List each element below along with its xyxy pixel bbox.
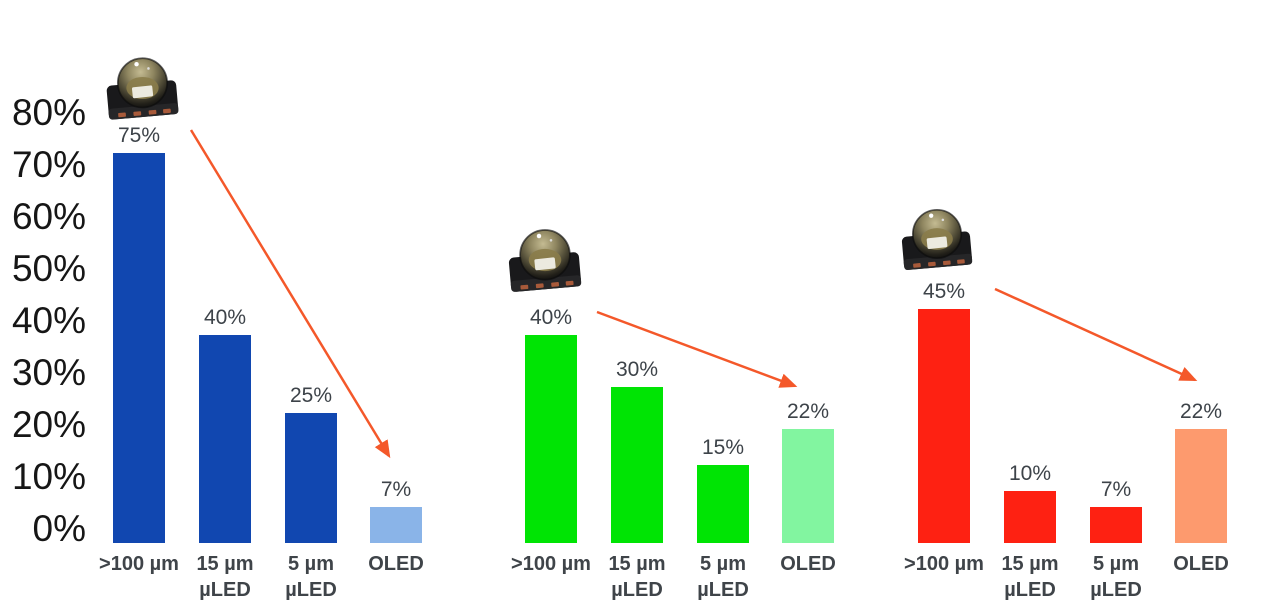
x-category-label: 5 µm µLED	[1057, 551, 1175, 603]
led-package-photo-icon	[507, 229, 583, 293]
bar-value-label: 15%	[701, 436, 745, 459]
bar-green-15um	[611, 387, 663, 543]
bar-green-5um	[697, 465, 749, 543]
bar-value-label: 7%	[1100, 478, 1132, 501]
bar-value-label: 22%	[786, 400, 830, 423]
y-tick-label: 40%	[11, 300, 86, 341]
bar-value-label: 40%	[203, 306, 247, 329]
x-category-label: >100 µm	[885, 551, 1003, 577]
x-category-label: OLED	[337, 551, 455, 577]
x-label-line: µLED	[199, 579, 251, 601]
x-label-line: µLED	[611, 579, 663, 601]
bar-value-label: 75%	[117, 124, 161, 147]
bar-blue-15um	[199, 335, 251, 543]
bar-blue-5um	[285, 413, 337, 543]
bar-value-label: 10%	[1008, 462, 1052, 485]
x-category-label: 5 µm µLED	[252, 551, 370, 603]
x-label-line: OLED	[1173, 553, 1229, 575]
x-label-line: 15 µm	[196, 553, 254, 575]
bar-blue-oled	[370, 507, 422, 543]
y-tick-label: 60%	[11, 196, 86, 237]
led-package-photo-icon	[105, 57, 180, 121]
trend-arrow-red	[994, 287, 1198, 382]
y-tick-label: 80%	[11, 92, 86, 133]
x-label-line: µLED	[1004, 579, 1056, 601]
x-category-label: OLED	[749, 551, 867, 577]
bar-value-label: 22%	[1179, 400, 1223, 423]
x-label-line: >100 µm	[511, 553, 591, 575]
x-category-label: >100 µm	[492, 551, 610, 577]
bar-value-label: 30%	[615, 358, 659, 381]
y-tick-label: 50%	[11, 248, 86, 289]
y-tick-label: 70%	[11, 144, 86, 185]
bar-red-5um	[1090, 507, 1142, 543]
y-tick-label: 10%	[11, 456, 86, 497]
x-label-line: µLED	[1090, 579, 1142, 601]
bar-red-oled	[1175, 429, 1227, 543]
x-category-label: 15 µm µLED	[166, 551, 284, 603]
y-tick-label: 30%	[11, 352, 86, 393]
x-category-label: 15 µm µLED	[578, 551, 696, 603]
x-label-line: >100 µm	[904, 553, 984, 575]
x-label-line: 5 µm	[1093, 553, 1139, 575]
led-package-photo-icon	[900, 208, 974, 272]
bar-value-label: 40%	[529, 306, 573, 329]
bar-value-label: 45%	[922, 280, 966, 303]
y-tick-label: 20%	[11, 404, 86, 445]
x-category-label: 15 µm µLED	[971, 551, 1089, 603]
x-category-label: >100 µm	[80, 551, 198, 577]
bar-red-100um	[918, 309, 970, 543]
x-category-label: 5 µm µLED	[664, 551, 782, 603]
x-label-line: µLED	[697, 579, 749, 601]
x-label-line: >100 µm	[99, 553, 179, 575]
x-label-line: OLED	[780, 553, 836, 575]
x-label-line: µLED	[285, 579, 337, 601]
bar-red-15um	[1004, 491, 1056, 543]
bar-value-label: 7%	[380, 478, 412, 501]
x-label-line: 5 µm	[700, 553, 746, 575]
x-label-line: OLED	[368, 553, 424, 575]
x-label-line: 15 µm	[608, 553, 666, 575]
y-tick-label: 0%	[32, 508, 86, 549]
bar-green-100um	[525, 335, 577, 543]
bar-value-label: 25%	[289, 384, 333, 407]
x-label-line: 5 µm	[288, 553, 334, 575]
bar-blue-100um	[113, 153, 165, 543]
x-label-line: 15 µm	[1001, 553, 1059, 575]
x-category-label: OLED	[1142, 551, 1260, 577]
bar-green-oled	[782, 429, 834, 543]
